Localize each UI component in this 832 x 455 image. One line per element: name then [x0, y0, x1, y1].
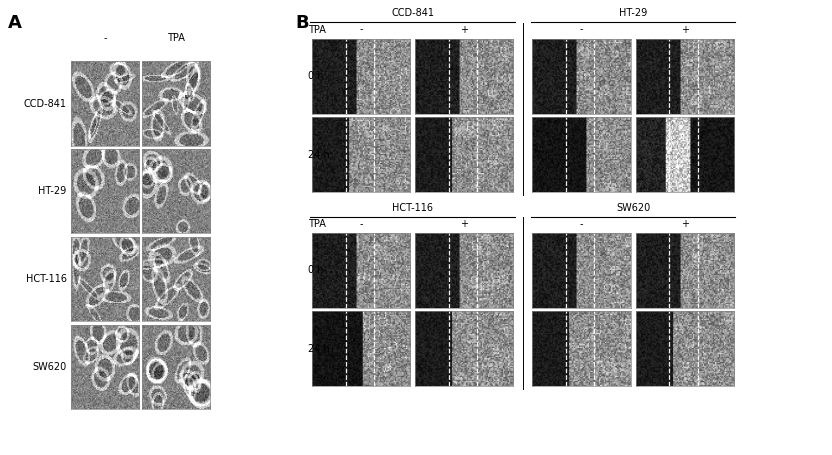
- Text: 0 h: 0 h: [308, 71, 324, 81]
- Text: HT-29: HT-29: [38, 187, 67, 196]
- Text: TPA: TPA: [308, 25, 325, 35]
- Text: -: -: [359, 25, 363, 35]
- Text: 0 h: 0 h: [308, 265, 324, 275]
- Text: HCT-116: HCT-116: [392, 203, 433, 213]
- Text: 24 h: 24 h: [308, 150, 329, 160]
- Text: +: +: [681, 25, 689, 35]
- Text: 24 h: 24 h: [308, 344, 329, 354]
- Text: A: A: [8, 14, 22, 32]
- Text: -: -: [580, 25, 583, 35]
- Text: B: B: [295, 14, 309, 32]
- Text: SW620: SW620: [616, 203, 651, 213]
- Text: HT-29: HT-29: [619, 8, 647, 18]
- Text: TPA: TPA: [308, 219, 325, 229]
- Text: -: -: [103, 33, 106, 43]
- Text: +: +: [460, 25, 468, 35]
- Text: +: +: [681, 219, 689, 229]
- Text: -: -: [359, 219, 363, 229]
- Text: SW620: SW620: [32, 362, 67, 372]
- Text: CCD-841: CCD-841: [391, 8, 434, 18]
- Text: +: +: [460, 219, 468, 229]
- Text: HCT-116: HCT-116: [26, 274, 67, 284]
- Text: TPA: TPA: [167, 33, 186, 43]
- Text: -: -: [580, 219, 583, 229]
- Text: CCD-841: CCD-841: [23, 99, 67, 108]
